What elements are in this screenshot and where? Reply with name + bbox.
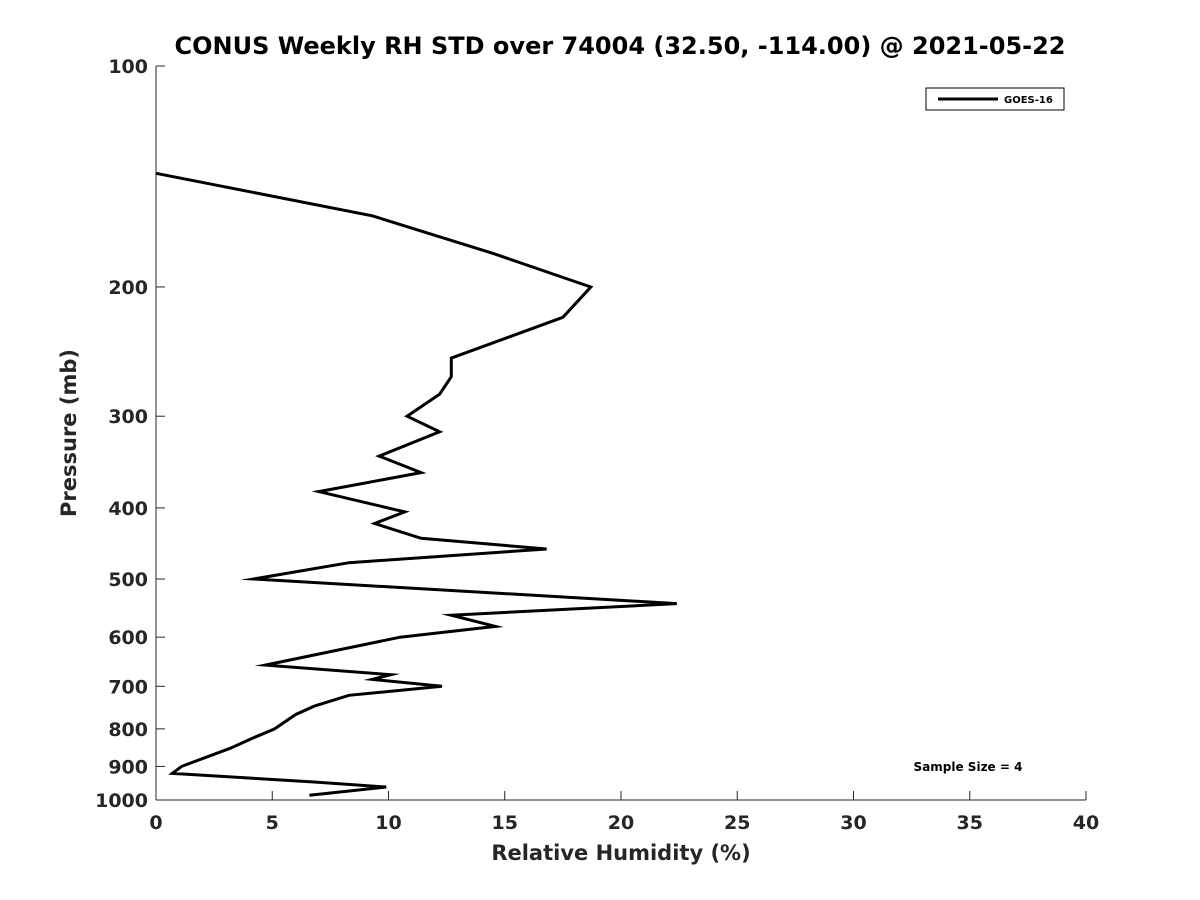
chart-title: CONUS Weekly RH STD over 74004 (32.50, -… [174, 32, 1065, 60]
y-tick-label-100: 100 [108, 56, 148, 78]
x-tick-label-25: 25 [724, 812, 750, 834]
y-tick-label-500: 500 [108, 569, 148, 591]
y-ticks: 100 200 300 400 500 600 700 800 900 1000 [95, 56, 165, 812]
x-tick-label-35: 35 [957, 812, 983, 834]
x-tick-label-10: 10 [375, 812, 401, 834]
x-tick-label-15: 15 [492, 812, 518, 834]
x-tick-label-20: 20 [608, 812, 634, 834]
x-tick-label-0: 0 [149, 812, 162, 834]
legend: GOES-16 [925, 87, 1065, 111]
y-tick-label-300: 300 [108, 406, 148, 428]
y-tick-label-800: 800 [108, 719, 148, 741]
legend-label-goes-16: GOES-16 [1004, 95, 1053, 106]
sample-size-annotation: Sample Size = 4 [914, 760, 1023, 774]
y-axis-label: Pressure (mb) [57, 349, 81, 517]
y-tick-label-700: 700 [108, 676, 148, 698]
y-tick-label-200: 200 [108, 277, 148, 299]
series-layer [155, 171, 677, 797]
x-ticks: 0 5 10 15 20 25 30 35 40 [149, 791, 1099, 834]
y-tick-label-600: 600 [108, 627, 148, 649]
y-tick-label-400: 400 [108, 498, 148, 520]
x-tick-label-40: 40 [1073, 812, 1099, 834]
x-tick-label-30: 30 [840, 812, 866, 834]
x-tick-label-5: 5 [266, 812, 279, 834]
y-tick-label-1000: 1000 [95, 790, 148, 812]
y-tick-label-900: 900 [108, 756, 148, 778]
x-axis-label: Relative Humidity (%) [491, 841, 750, 865]
series-line-goes-16 [155, 171, 677, 797]
